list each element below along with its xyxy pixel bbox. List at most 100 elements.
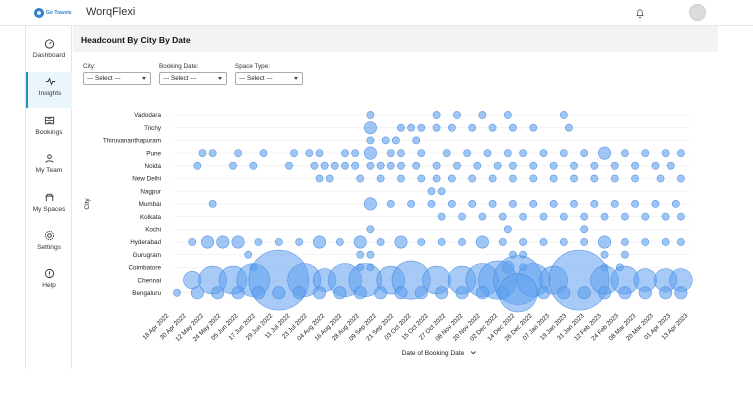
- help-icon: [44, 268, 54, 279]
- sidebar-item-my-spaces[interactable]: My Spaces: [26, 190, 72, 222]
- notification-bell-icon[interactable]: [634, 7, 646, 19]
- data-bubble: [447, 123, 456, 132]
- data-bubble: [386, 161, 395, 170]
- data-bubble: [417, 238, 426, 246]
- brand-logo[interactable]: Go Travels: [34, 6, 78, 20]
- sidebar-item-settings[interactable]: Settings: [26, 228, 72, 260]
- sidebar-item-bookings[interactable]: Bookings: [26, 113, 72, 145]
- data-bubble: [417, 149, 426, 157]
- data-bubble: [519, 149, 528, 157]
- data-bubble: [295, 238, 304, 246]
- data-bubble: [610, 174, 619, 183]
- data-bubble: [272, 286, 286, 300]
- data-bubble: [621, 250, 629, 259]
- user-avatar[interactable]: [689, 4, 706, 21]
- space-type-select[interactable]: --- Select ---: [235, 72, 303, 85]
- city-filter-label: City:: [83, 63, 96, 70]
- data-bubble: [661, 212, 670, 221]
- data-bubble: [549, 161, 558, 170]
- y-tick-label: Gurugram: [133, 252, 161, 259]
- data-bubble: [677, 174, 685, 183]
- data-bubble: [519, 238, 528, 246]
- data-bubble: [600, 212, 609, 221]
- y-tick-label: Kolkata: [140, 214, 162, 221]
- data-bubble: [559, 212, 568, 221]
- sidebar-item-my-team[interactable]: My Team: [26, 151, 72, 183]
- city-select[interactable]: --- Select ---: [83, 72, 151, 85]
- app-title: WorqFlexi: [86, 6, 136, 18]
- data-bubble: [539, 212, 548, 221]
- data-bubble: [442, 149, 451, 157]
- data-bubble: [580, 238, 589, 246]
- data-bubble: [315, 149, 324, 157]
- logo-text: Go Travels: [46, 9, 72, 16]
- sidebar-item-label: My Spaces: [32, 206, 66, 213]
- data-bubble: [412, 161, 421, 170]
- data-bubble: [631, 161, 639, 170]
- data-bubble: [208, 199, 217, 208]
- data-bubble: [437, 187, 446, 196]
- city-filter: City: --- Select ---: [83, 63, 151, 85]
- data-bubble: [386, 149, 395, 157]
- data-bubble: [231, 286, 245, 300]
- sidebar-item-help[interactable]: Help: [26, 266, 72, 298]
- data-bubble: [391, 136, 400, 145]
- data-bubble: [509, 161, 517, 170]
- data-bubble: [325, 174, 334, 183]
- data-bubble: [468, 199, 477, 208]
- data-bubble: [397, 161, 405, 170]
- data-bubble: [536, 286, 550, 300]
- data-bubble: [618, 286, 632, 300]
- data-bubble: [341, 161, 349, 170]
- data-bubble: [249, 161, 258, 170]
- chevron-down-icon: [470, 351, 476, 355]
- data-bubble: [580, 225, 589, 234]
- y-tick-label: New Delhi: [132, 176, 161, 183]
- data-bubble: [397, 123, 405, 132]
- data-bubble: [539, 149, 548, 157]
- data-bubble: [641, 149, 650, 157]
- data-bubble: [557, 286, 571, 300]
- data-bubble: [353, 235, 367, 249]
- data-bubble: [363, 197, 377, 211]
- data-bubble: [559, 238, 568, 246]
- data-bubble: [188, 238, 197, 246]
- data-bubble: [376, 174, 385, 183]
- data-bubble: [674, 286, 688, 300]
- data-bubble: [631, 174, 639, 183]
- sidebar-item-label: Bookings: [35, 129, 63, 136]
- x-axis-label: Date of Booking Date: [402, 350, 465, 357]
- data-bubble: [458, 238, 466, 246]
- data-bubble: [397, 174, 405, 183]
- data-bubble: [427, 187, 436, 196]
- data-bubble: [356, 174, 365, 183]
- sidebar-item-insights[interactable]: Insights: [26, 72, 72, 108]
- data-bubble: [458, 212, 466, 221]
- data-bubble: [519, 212, 528, 221]
- data-bubble: [366, 250, 375, 259]
- data-bubble: [417, 123, 426, 132]
- y-tick-label: Thiruvananthapuram: [103, 138, 161, 145]
- data-bubble: [447, 199, 456, 208]
- data-bubble: [661, 149, 670, 157]
- data-bubble: [366, 225, 375, 234]
- sidebar-item-dashboard[interactable]: Dashboard: [26, 36, 72, 68]
- data-bubble: [666, 161, 675, 170]
- data-bubble: [621, 238, 629, 246]
- data-bubble: [447, 174, 456, 183]
- data-bubble: [610, 199, 619, 208]
- y-tick-label: Noida: [145, 163, 162, 170]
- booking-date-select[interactable]: --- Select ---: [159, 72, 227, 85]
- data-bubble: [320, 161, 329, 170]
- sidebar-item-label: Help: [42, 282, 56, 289]
- y-tick-label: Chennai: [138, 277, 161, 284]
- main-content: Headcount By City By Date City: --- Sele…: [73, 26, 718, 369]
- data-bubble: [274, 238, 283, 246]
- y-tick-label: Bengaluru: [132, 290, 161, 297]
- data-bubble: [641, 238, 650, 246]
- data-bubble: [259, 149, 268, 157]
- page-title: Headcount By City By Date: [81, 35, 191, 45]
- data-bubble: [598, 235, 612, 249]
- data-bubble: [363, 146, 377, 160]
- data-bubble: [315, 174, 324, 183]
